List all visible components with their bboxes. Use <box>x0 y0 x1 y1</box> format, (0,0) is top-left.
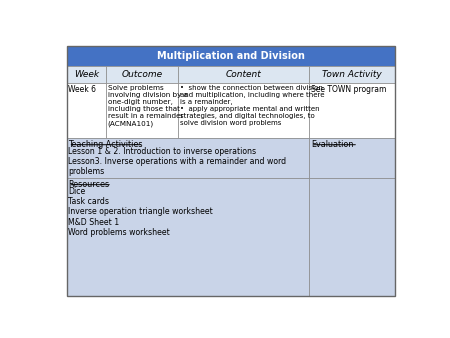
Bar <box>67 66 106 83</box>
Text: Outcome: Outcome <box>122 70 162 79</box>
Text: Evaluation: Evaluation <box>311 140 353 149</box>
Text: Town Activity: Town Activity <box>322 70 382 79</box>
Text: See TOWN program: See TOWN program <box>311 85 387 94</box>
Text: Resources: Resources <box>68 180 110 189</box>
Bar <box>67 83 106 138</box>
Bar <box>106 83 178 138</box>
Bar <box>106 66 178 83</box>
Bar <box>178 66 309 83</box>
Bar <box>178 83 309 138</box>
Bar <box>67 178 309 296</box>
Bar <box>67 46 395 66</box>
Text: Week: Week <box>74 70 99 79</box>
Text: Lesson 1 & 2. Introduction to inverse operations
Lesson3. Inverse operations wit: Lesson 1 & 2. Introduction to inverse op… <box>68 147 287 176</box>
Bar <box>67 138 309 178</box>
Bar <box>309 138 395 178</box>
Text: Solve problems
involving division by a
one-digit number,
including those that
re: Solve problems involving division by a o… <box>108 85 188 127</box>
Text: Dice
Task cards
Inverse operation triangle worksheet
M&D Sheet 1
Word problems w: Dice Task cards Inverse operation triang… <box>68 187 213 237</box>
Bar <box>309 66 395 83</box>
Text: Content: Content <box>226 70 261 79</box>
Bar <box>309 178 395 296</box>
Text: Week 6: Week 6 <box>68 85 96 94</box>
Bar <box>309 83 395 138</box>
Text: Teaching Activities: Teaching Activities <box>68 140 143 149</box>
Text: Multiplication and Division: Multiplication and Division <box>157 51 305 61</box>
Text: •  show the connection between division
and multiplication, including where ther: • show the connection between division a… <box>180 85 324 126</box>
